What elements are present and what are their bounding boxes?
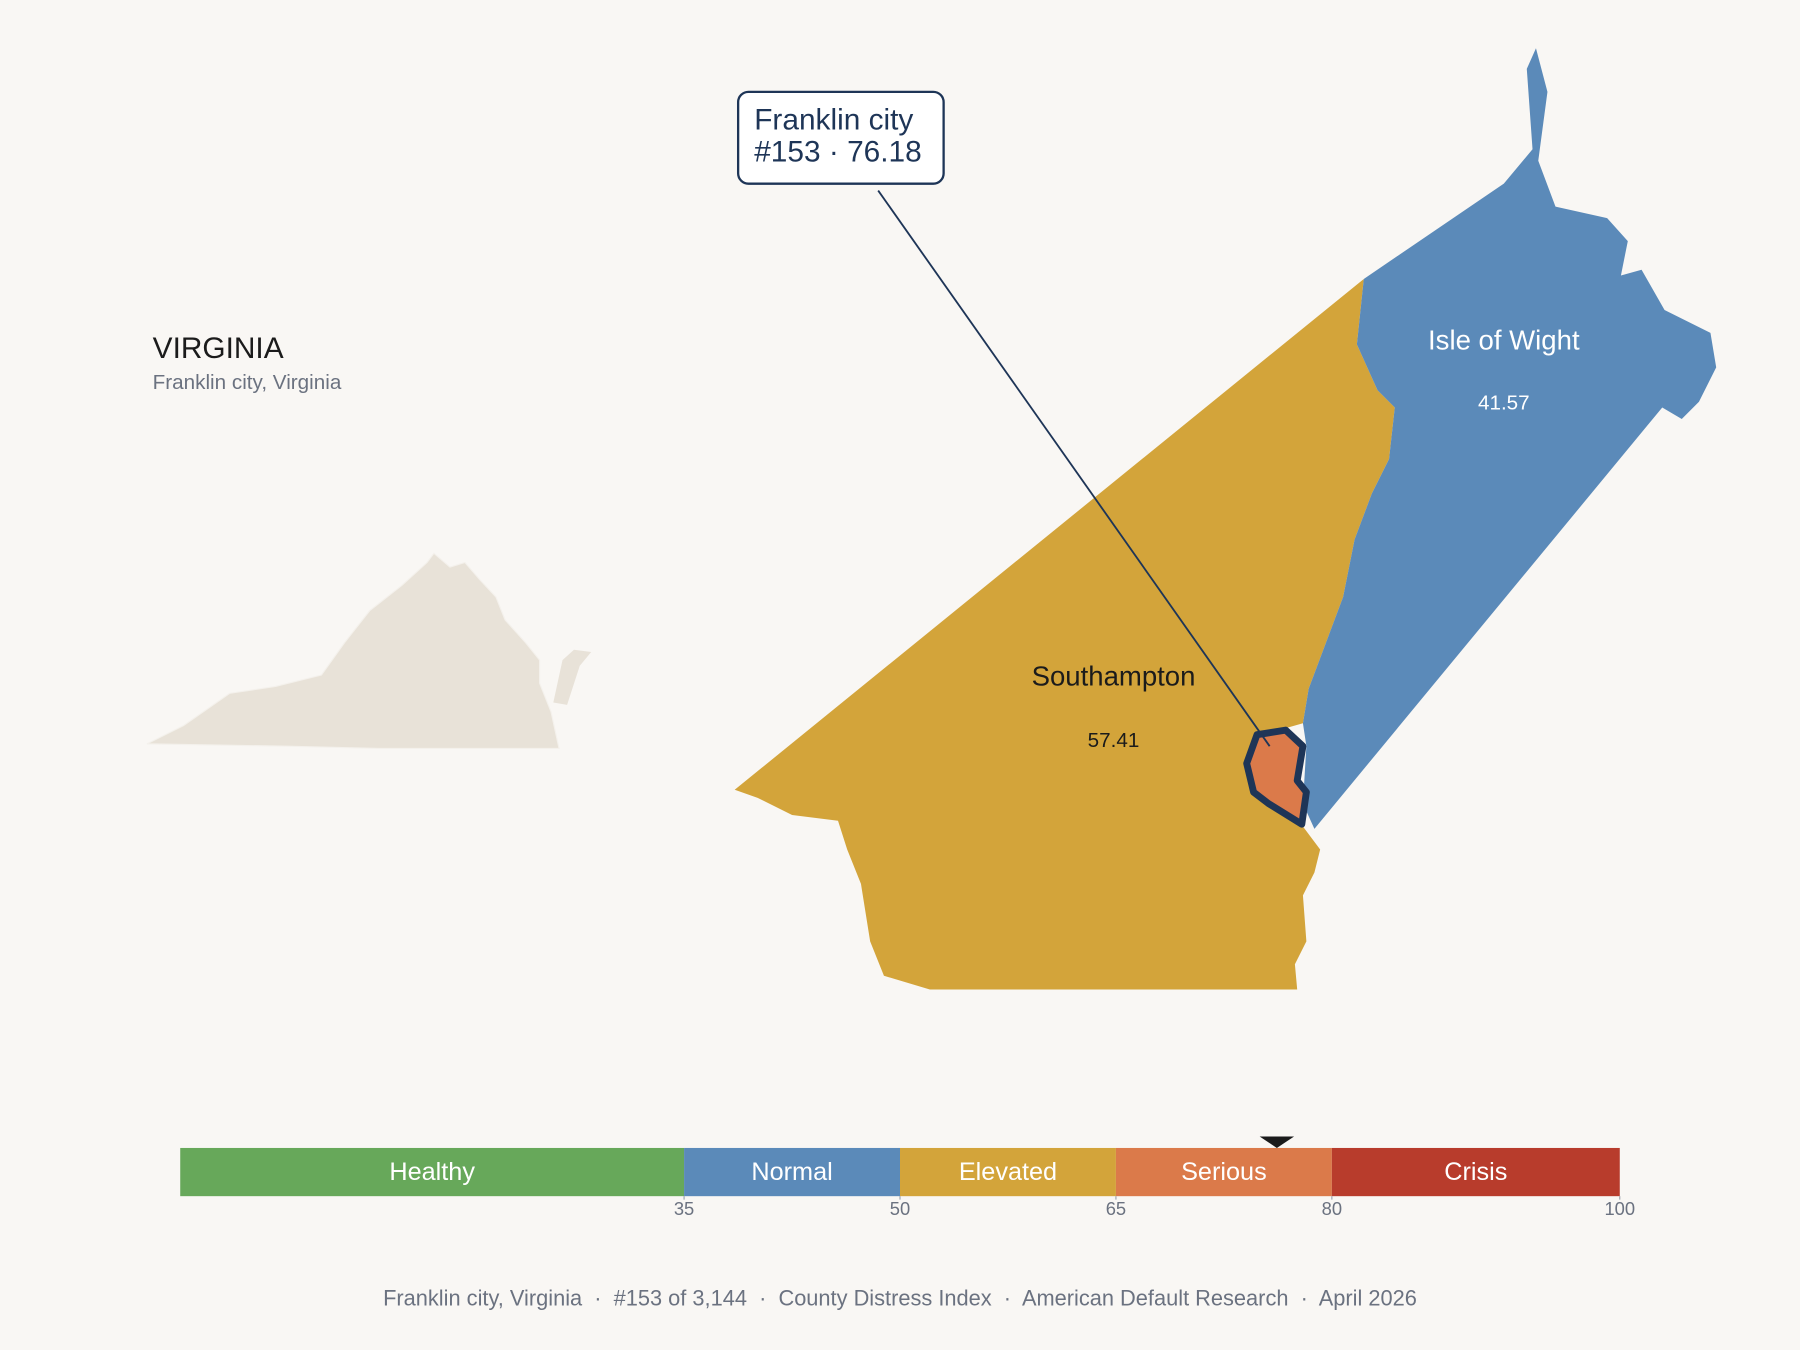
- county-shape: [734, 278, 1395, 990]
- state-title: VIRGINIA: [153, 332, 284, 365]
- scale-band: [1331, 1147, 1620, 1197]
- state-outline: [146, 552, 560, 750]
- scale-marker: [1259, 1136, 1295, 1148]
- tick-label: 65: [1106, 1198, 1126, 1219]
- county-label: Isle of Wight: [1428, 324, 1580, 355]
- scale-band: [900, 1147, 1116, 1197]
- callout-name: Franklin city: [754, 104, 913, 137]
- county-shape[interactable]: [1243, 726, 1310, 828]
- scale-band: [684, 1147, 900, 1197]
- leader-line: [877, 190, 1271, 747]
- subtitle: Franklin city, Virginia: [153, 371, 342, 394]
- scale-band: [1115, 1147, 1332, 1197]
- legend: Healthy Normal Elevated Serious Crisis 35 50 65…: [180, 1136, 1635, 1219]
- county-value: 57.41: [1088, 729, 1140, 752]
- tick-label: 35: [674, 1198, 694, 1219]
- band-label: Normal: [751, 1158, 832, 1186]
- band-label: Elevated: [959, 1158, 1057, 1186]
- county-label: Southampton: [1032, 661, 1196, 692]
- scale-band: [180, 1147, 685, 1197]
- tick-label: 80: [1322, 1198, 1342, 1219]
- state-outline: [553, 649, 592, 705]
- tick-label: 100: [1604, 1198, 1635, 1219]
- county-value: 41.57: [1478, 392, 1530, 415]
- band-label: Healthy: [389, 1158, 475, 1186]
- county-shape: [1302, 48, 1717, 829]
- band-label: Serious: [1181, 1158, 1267, 1186]
- tick-label: 50: [890, 1198, 910, 1219]
- band-label: Crisis: [1444, 1158, 1507, 1186]
- callout-line: #153 · 76.18: [754, 136, 922, 169]
- footer: Franklin city, Virginia · #153 of 3,144 …: [383, 1285, 1417, 1310]
- callout-box: [736, 90, 945, 185]
